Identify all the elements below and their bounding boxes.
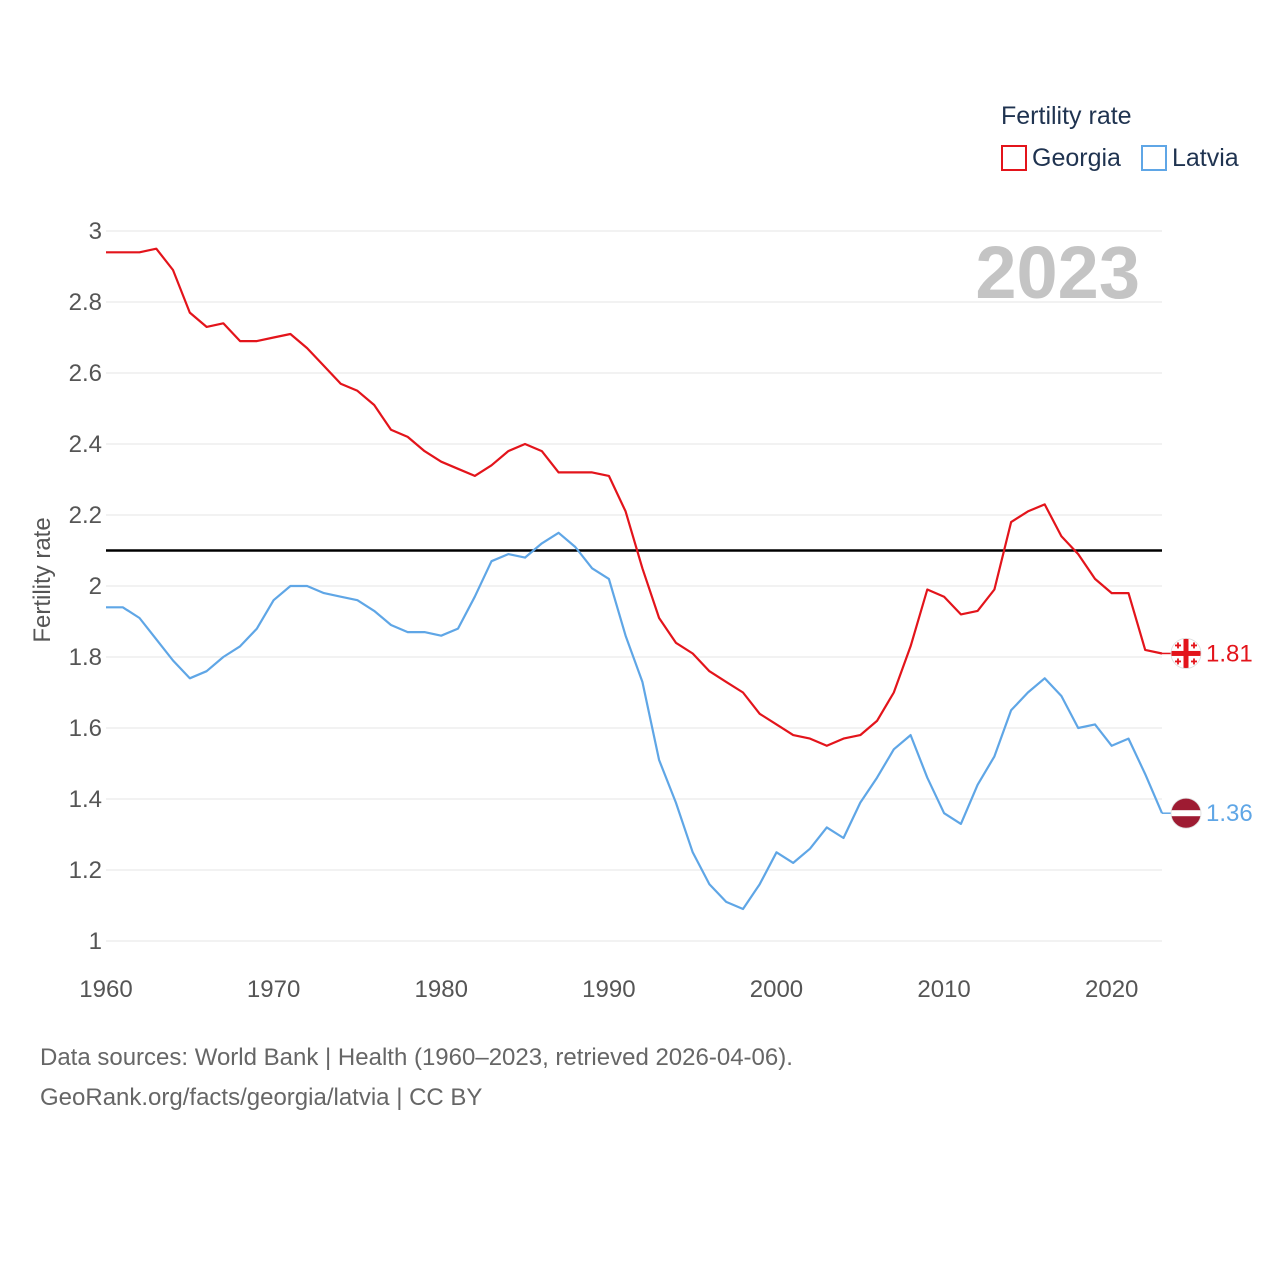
footer-link[interactable]: GeoRank.org/facts/georgia/latvia | CC BY	[40, 1084, 483, 1111]
y-tick-label: 2.8	[69, 289, 102, 316]
legend-swatch-georgia[interactable]	[1001, 145, 1027, 171]
legend-swatch-latvia[interactable]	[1141, 145, 1167, 171]
legend-label-georgia[interactable]: Georgia	[1032, 144, 1121, 172]
x-tick-label: 1970	[247, 976, 300, 1003]
end-value-label-latvia: 1.36	[1206, 800, 1253, 827]
y-tick-label: 2.4	[69, 431, 102, 458]
series-lines	[106, 247, 1164, 911]
x-tick-label: 1990	[582, 976, 635, 1003]
y-tick-label: 1.8	[69, 644, 102, 671]
legend: Fertility rate Georgia Latvia	[1001, 102, 1239, 172]
series-line-latvia[interactable]	[106, 531, 1164, 911]
georgia-flag-icon	[1170, 638, 1202, 669]
grid-lines	[106, 230, 1162, 942]
x-tick-label: 1980	[415, 976, 468, 1003]
y-tick-label: 1.2	[69, 857, 102, 884]
legend-title: Fertility rate	[1001, 102, 1132, 130]
x-tick-label: 1960	[79, 976, 132, 1003]
y-tick-label: 1.6	[69, 715, 102, 742]
y-tick-label: 3	[89, 218, 102, 245]
legend-label-latvia[interactable]: Latvia	[1172, 144, 1239, 172]
x-tick-label: 2010	[917, 976, 970, 1003]
y-tick-label: 2.2	[69, 502, 102, 529]
latvia-flag-icon	[1170, 797, 1202, 829]
y-tick-label: 1	[89, 928, 102, 955]
series-line-georgia[interactable]	[106, 247, 1163, 747]
x-tick-label: 2000	[750, 976, 803, 1003]
y-axis-title: Fertility rate	[29, 517, 56, 642]
y-tick-label: 2	[89, 573, 102, 600]
footer-sources: Data sources: World Bank | Health (1960–…	[40, 1044, 793, 1071]
y-tick-label: 1.4	[69, 786, 102, 813]
y-tick-label: 2.6	[69, 360, 102, 387]
end-markers: 1.81 1.36	[1162, 638, 1253, 829]
end-value-label-georgia: 1.81	[1206, 640, 1253, 667]
x-axis-ticks: 1960 1970 1980 1990 2000 2010 2020	[79, 976, 1138, 1003]
y-axis-ticks: 1 1.2 1.4 1.6 1.8 2 2.2 2.4 2.6 2.8 3	[69, 218, 102, 955]
x-tick-label: 2020	[1085, 976, 1138, 1003]
current-year-label: 2023	[975, 231, 1140, 314]
